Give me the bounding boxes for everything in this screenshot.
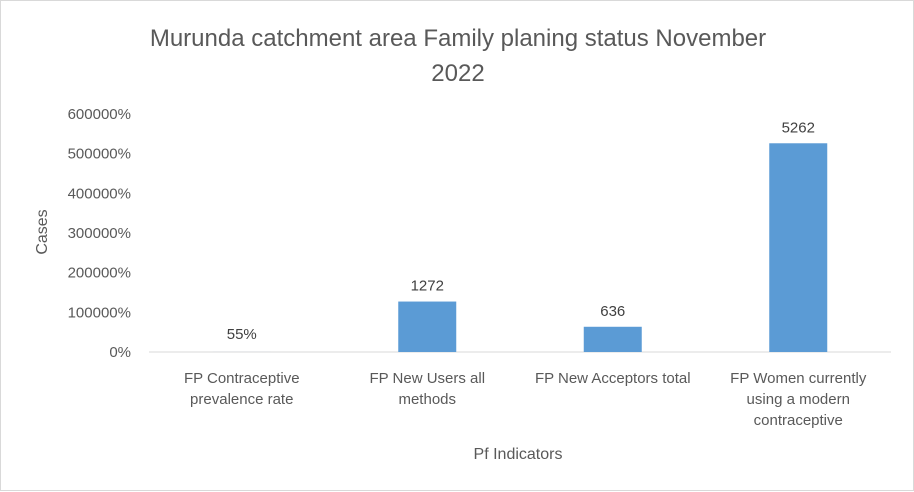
x-axis-ticks: FP Contraceptive prevalence rate FP New Us… xyxy=(184,370,867,429)
x-tick-label: FP New Users all xyxy=(369,370,485,387)
data-label: 1272 xyxy=(411,278,444,295)
y-tick-label: 600000% xyxy=(68,106,131,123)
data-label: 55% xyxy=(227,326,257,343)
x-tick-label: methods xyxy=(398,391,456,408)
y-tick-label: 0% xyxy=(109,344,131,361)
x-tick-label: FP Women currently xyxy=(730,370,867,387)
x-tick-label: FP Contraceptive xyxy=(184,370,300,387)
bar xyxy=(398,302,456,352)
bar xyxy=(769,143,827,352)
y-tick-label: 500000% xyxy=(68,146,131,163)
x-axis-title: Pf Indicators xyxy=(474,446,563,463)
y-tick-label: 300000% xyxy=(68,225,131,242)
data-labels: 55% 1272 636 5262 xyxy=(227,119,815,343)
data-label: 5262 xyxy=(782,119,815,136)
x-tick-label: contraceptive xyxy=(754,412,843,429)
data-label: 636 xyxy=(600,303,625,320)
y-tick-label: 100000% xyxy=(68,304,131,321)
bar xyxy=(584,327,642,352)
y-axis-title: Cases xyxy=(34,209,51,254)
y-tick-label: 400000% xyxy=(68,185,131,202)
chart-title-line-2: 2022 xyxy=(431,60,484,87)
chart-title-line-1: Murunda catchment area Family planing st… xyxy=(150,25,766,52)
x-tick-label: using a modern xyxy=(747,391,850,408)
x-tick-label: FP New Acceptors total xyxy=(535,370,691,387)
y-tick-label: 200000% xyxy=(68,265,131,282)
y-axis-ticks: 0% 100000% 200000% 300000% 400000% 500000% 600… xyxy=(68,106,131,361)
x-tick-label: prevalence rate xyxy=(190,391,293,408)
bars xyxy=(213,143,828,352)
